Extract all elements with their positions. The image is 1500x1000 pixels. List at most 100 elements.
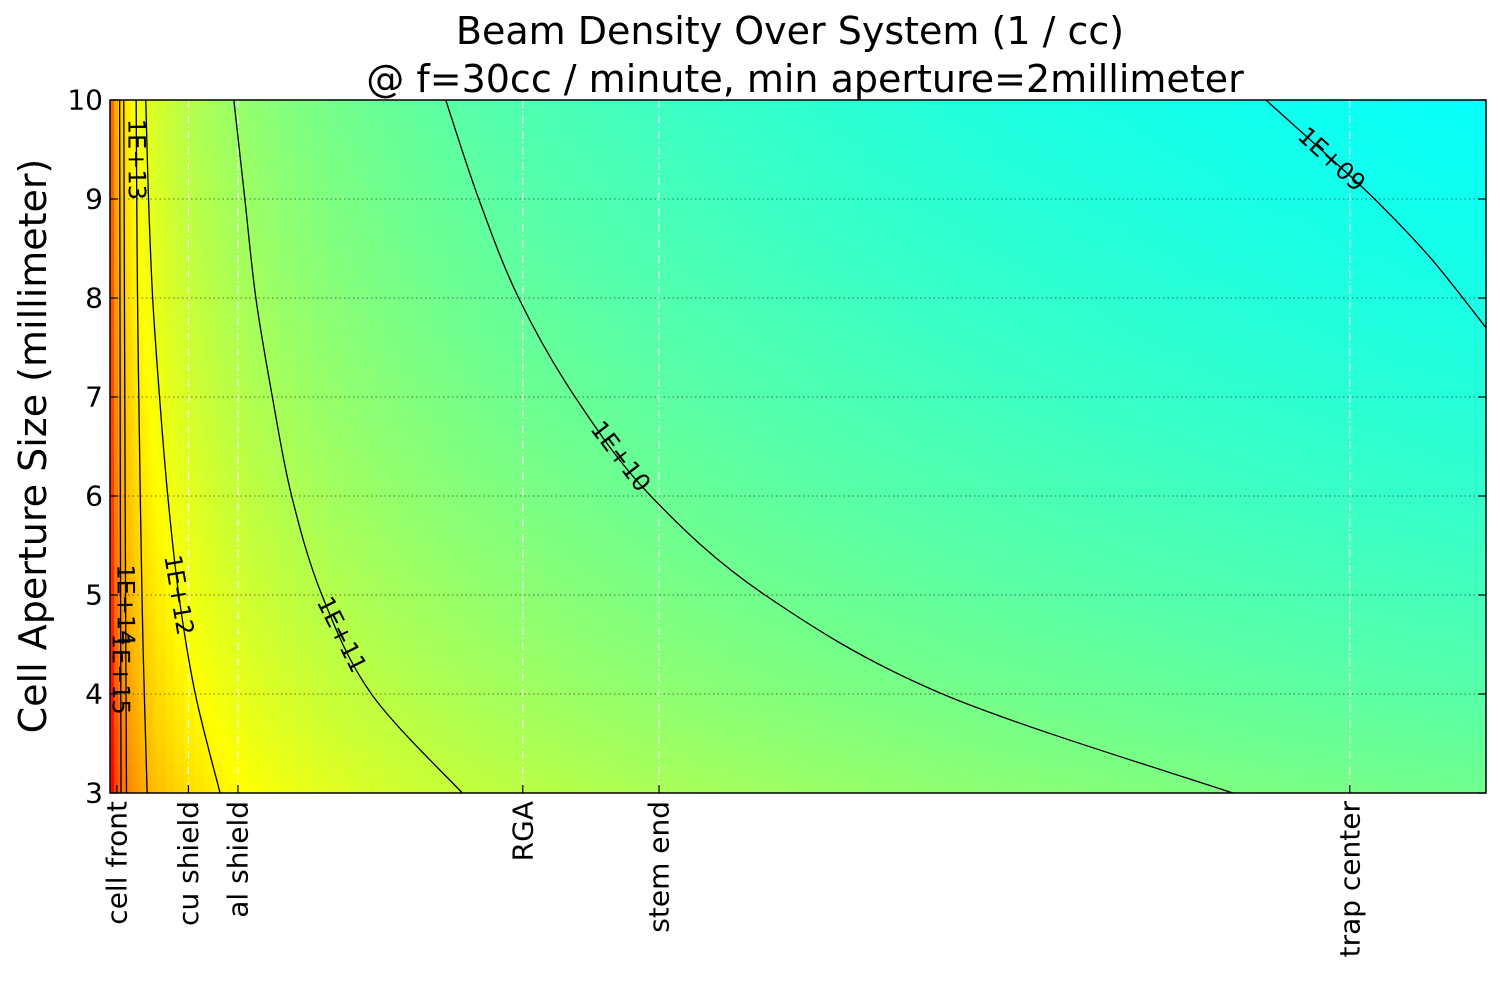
heatmap-cell — [330, 406, 348, 418]
heatmap-cell — [742, 723, 761, 735]
heatmap-cell — [643, 496, 662, 507]
heatmap-cell — [165, 367, 176, 378]
heatmap-cell — [251, 515, 263, 527]
heatmap-cell — [1172, 773, 1190, 784]
heatmap-cell — [544, 694, 563, 705]
heatmap-cell — [174, 535, 186, 547]
heatmap-cell — [693, 684, 711, 695]
heatmap-cell — [313, 406, 331, 418]
heatmap-cell — [676, 446, 695, 458]
heatmap-cell — [1271, 773, 1289, 784]
heatmap-cell — [1155, 387, 1174, 398]
heatmap-cell — [660, 783, 678, 793]
heatmap-cell — [251, 713, 263, 725]
heatmap-cell — [270, 317, 282, 329]
heatmap-cell — [610, 347, 629, 359]
heatmap-cell — [1370, 674, 1388, 685]
heatmap-cell — [110, 674, 115, 685]
heatmap-cell — [775, 307, 794, 319]
heatmap-cell — [908, 644, 926, 656]
heatmap-cell — [709, 753, 728, 765]
heatmap-cell — [775, 416, 794, 428]
heatmap-cell — [280, 634, 298, 646]
heatmap-cell — [676, 624, 695, 636]
heatmap-cell — [330, 783, 348, 793]
heatmap-cell — [1172, 654, 1190, 666]
heatmap-cell — [1089, 644, 1108, 656]
heatmap-cell — [193, 327, 205, 339]
heatmap-cell — [875, 783, 893, 793]
heatmap-cell — [1139, 377, 1157, 388]
heatmap-cell — [126, 377, 132, 388]
heatmap-cell — [1089, 337, 1108, 349]
heatmap-cell — [842, 436, 860, 448]
heatmap-cell — [742, 555, 761, 567]
heatmap-cell — [858, 288, 876, 299]
heatmap-cell — [544, 555, 563, 567]
heatmap-cell — [1469, 654, 1486, 666]
heatmap-cell — [462, 436, 480, 448]
heatmap-cell — [1304, 476, 1322, 487]
heatmap-cell — [222, 446, 234, 458]
heatmap-cell — [858, 476, 876, 487]
heatmap-cell — [297, 416, 315, 428]
heatmap-cell — [184, 347, 195, 359]
heatmap-cell — [1436, 575, 1454, 586]
heatmap-cell — [330, 694, 348, 705]
heatmap-cell — [110, 466, 115, 477]
heatmap-cell — [1353, 644, 1372, 656]
heatmap-cell — [193, 298, 205, 309]
heatmap-cell — [143, 367, 148, 378]
heatmap-cell — [1304, 783, 1322, 793]
heatmap-cell — [165, 347, 176, 359]
heatmap-cell — [242, 496, 253, 507]
heatmap-cell — [138, 317, 144, 329]
heatmap-cell — [1337, 298, 1355, 309]
heatmap-cell — [155, 535, 166, 547]
heatmap-cell — [122, 743, 128, 755]
heatmap-cell — [676, 377, 695, 388]
heatmap-cell — [412, 555, 431, 567]
heatmap-cell — [627, 505, 645, 517]
heatmap-cell — [891, 298, 909, 309]
heatmap-cell — [242, 773, 253, 784]
heatmap-cell — [379, 565, 398, 576]
heatmap-cell — [610, 298, 629, 309]
heatmap-cell — [891, 466, 909, 477]
heatmap-cell — [122, 604, 128, 616]
heatmap-cell — [445, 624, 464, 636]
heatmap-cell — [792, 694, 810, 705]
heatmap-cell — [825, 595, 843, 606]
heatmap-cell — [313, 278, 331, 289]
heatmap-cell — [1056, 783, 1074, 793]
heatmap-cell — [742, 743, 761, 755]
heatmap-cell — [462, 505, 480, 517]
heatmap-cell — [251, 406, 263, 418]
heatmap-cell — [346, 505, 364, 517]
heatmap-cell — [842, 595, 860, 606]
heatmap-cell — [379, 783, 398, 793]
heatmap-cell — [1452, 684, 1471, 695]
heatmap-cell — [1370, 397, 1388, 408]
heatmap-cell — [676, 357, 695, 369]
heatmap-cell — [709, 357, 728, 369]
heatmap-cell — [610, 604, 629, 616]
heatmap-cell — [1205, 545, 1223, 557]
heatmap-cell — [445, 397, 464, 408]
heatmap-cell — [809, 476, 827, 487]
heatmap-cell — [126, 703, 132, 715]
heatmap-cell — [1353, 426, 1372, 438]
heatmap-cell — [270, 733, 282, 745]
heatmap-cell — [544, 288, 563, 299]
heatmap-cell — [1056, 634, 1074, 646]
heatmap-cell — [792, 525, 810, 537]
heatmap-cell — [660, 278, 678, 289]
heatmap-cell — [379, 436, 398, 448]
heatmap-cell — [1155, 367, 1174, 378]
heatmap-cell — [1073, 456, 1091, 468]
heatmap-cell — [1304, 703, 1322, 715]
heatmap-cell — [114, 654, 120, 666]
heatmap-cell — [251, 535, 263, 547]
heatmap-cell — [1403, 357, 1421, 369]
heatmap-cell — [313, 634, 331, 646]
